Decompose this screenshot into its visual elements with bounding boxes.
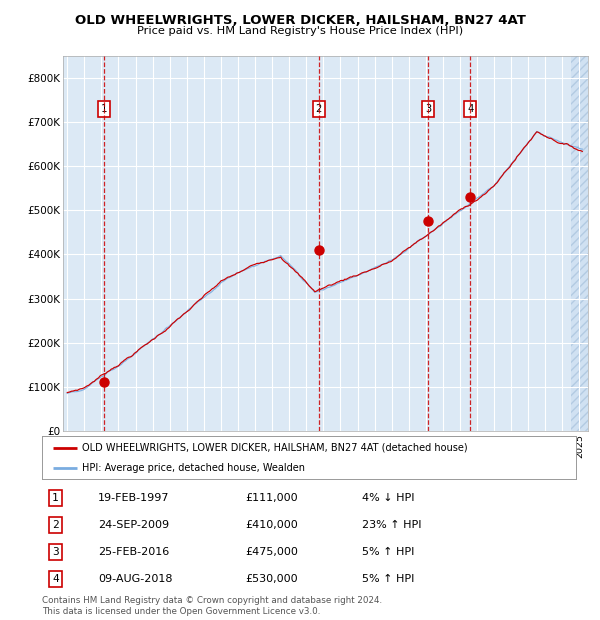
Text: Contains HM Land Registry data © Crown copyright and database right 2024.
This d: Contains HM Land Registry data © Crown c…	[42, 596, 382, 616]
Text: 4% ↓ HPI: 4% ↓ HPI	[362, 493, 415, 503]
Text: OLD WHEELWRIGHTS, LOWER DICKER, HAILSHAM, BN27 4AT: OLD WHEELWRIGHTS, LOWER DICKER, HAILSHAM…	[74, 14, 526, 27]
Text: 2: 2	[316, 104, 322, 113]
Text: 09-AUG-2018: 09-AUG-2018	[98, 574, 173, 584]
Text: 4: 4	[467, 104, 473, 113]
Text: 4: 4	[52, 574, 59, 584]
Bar	[571, 56, 588, 431]
Text: 5% ↑ HPI: 5% ↑ HPI	[362, 574, 415, 584]
Text: HPI: Average price, detached house, Wealden: HPI: Average price, detached house, Weal…	[82, 463, 305, 473]
Text: £410,000: £410,000	[245, 520, 298, 530]
Text: 1: 1	[52, 493, 59, 503]
Text: 1: 1	[101, 104, 107, 113]
Text: 3: 3	[52, 547, 59, 557]
Text: Price paid vs. HM Land Registry's House Price Index (HPI): Price paid vs. HM Land Registry's House …	[137, 26, 463, 36]
Text: 19-FEB-1997: 19-FEB-1997	[98, 493, 170, 503]
Text: 23% ↑ HPI: 23% ↑ HPI	[362, 520, 422, 530]
Text: £530,000: £530,000	[245, 574, 298, 584]
Text: £475,000: £475,000	[245, 547, 298, 557]
Text: £111,000: £111,000	[245, 493, 298, 503]
Text: 2: 2	[52, 520, 59, 530]
Text: 24-SEP-2009: 24-SEP-2009	[98, 520, 169, 530]
Text: 5% ↑ HPI: 5% ↑ HPI	[362, 547, 415, 557]
Text: OLD WHEELWRIGHTS, LOWER DICKER, HAILSHAM, BN27 4AT (detached house): OLD WHEELWRIGHTS, LOWER DICKER, HAILSHAM…	[82, 443, 467, 453]
Text: 25-FEB-2016: 25-FEB-2016	[98, 547, 169, 557]
Text: 3: 3	[425, 104, 431, 113]
